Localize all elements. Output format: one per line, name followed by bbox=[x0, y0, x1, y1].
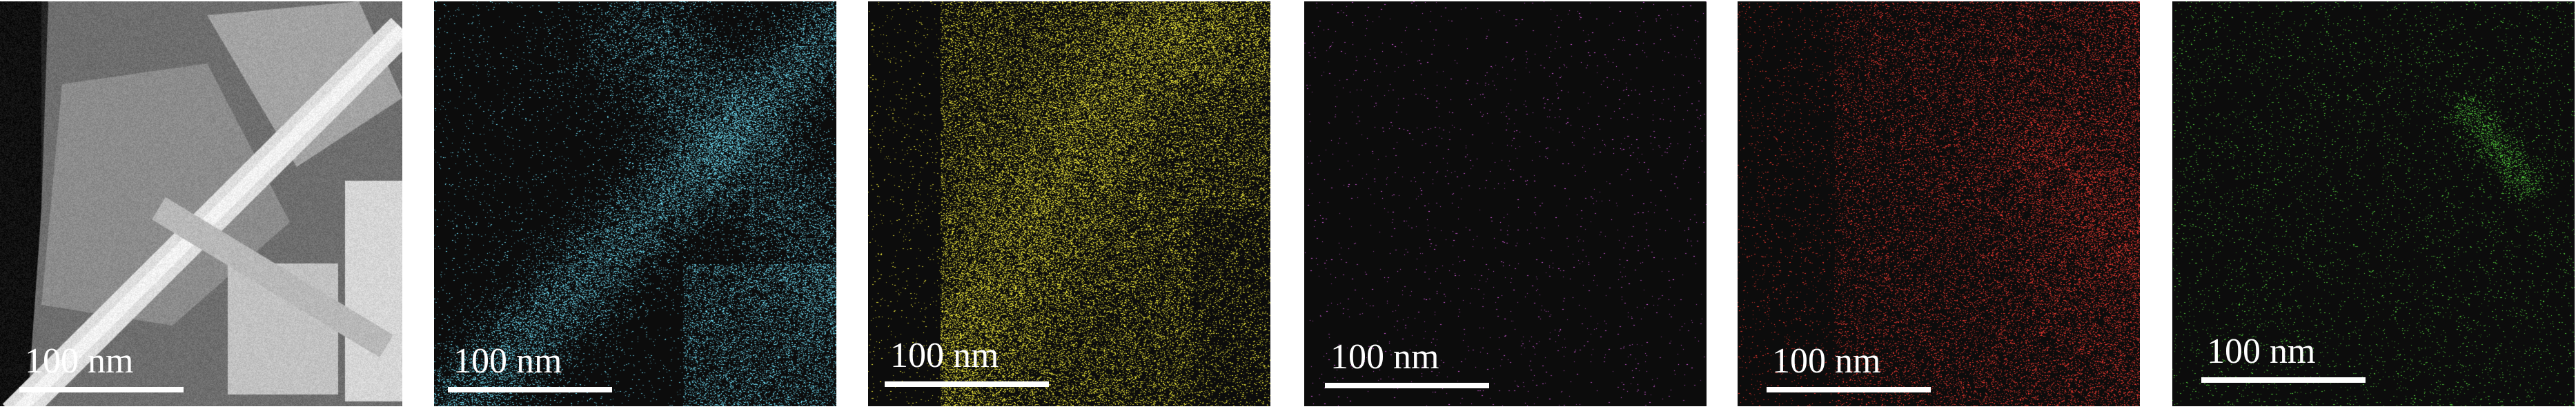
element-map-image bbox=[2172, 1, 2575, 406]
panel-haadf: 100 nm bbox=[0, 1, 402, 406]
scale-label: 100 nm bbox=[453, 341, 562, 381]
scale-label: 100 nm bbox=[25, 341, 134, 381]
element-map-image bbox=[868, 1, 1270, 406]
element-map-image bbox=[434, 1, 836, 406]
scale-bar bbox=[1767, 387, 1931, 392]
scale-bar bbox=[2201, 377, 2366, 383]
scale-bar bbox=[885, 381, 1049, 387]
haadf-image bbox=[0, 1, 402, 406]
panel-map-3: 100 nm bbox=[1304, 1, 1707, 406]
scale-label: 100 nm bbox=[1772, 341, 1881, 381]
scale-bar bbox=[1325, 383, 1489, 388]
panel-map-5: 100 nm bbox=[2172, 1, 2575, 406]
element-map-image bbox=[1738, 1, 2140, 406]
scale-label: 100 nm bbox=[2207, 332, 2316, 371]
scale-bar bbox=[448, 387, 612, 392]
scale-bar bbox=[19, 387, 184, 392]
panel-map-2: 100 nm bbox=[868, 1, 1270, 406]
scale-label: 100 nm bbox=[890, 336, 999, 375]
element-map-image bbox=[1304, 1, 1707, 406]
scale-label: 100 nm bbox=[1330, 337, 1439, 377]
panel-map-4: 100 nm bbox=[1738, 1, 2140, 406]
panel-map-1: 100 nm bbox=[434, 1, 836, 406]
